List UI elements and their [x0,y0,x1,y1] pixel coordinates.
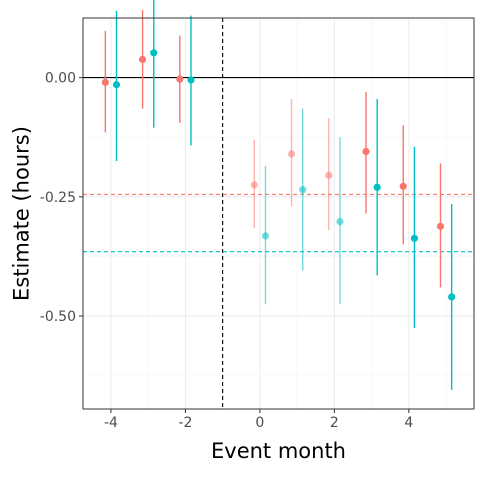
series-1-point [399,182,407,190]
series-1-point [325,171,333,179]
panel-border [82,17,475,410]
series-2-point [373,183,381,191]
series-2-point [336,218,344,226]
series-2-point [187,76,195,84]
series-1-point [250,181,258,189]
series-2-point [261,232,270,240]
series-1-point [138,55,147,64]
x-tick-label: -4 [104,415,118,431]
axes: -4 -2 0 2 4 0.00 -0.25 -0.50 [40,71,414,431]
series-2-point [410,234,419,242]
x-tick-label: -2 [178,415,192,431]
y-axis-title: Estimate (hours) [9,126,33,301]
series-2-point [112,81,121,89]
x-tick-label: 2 [330,415,339,431]
y-tick-label: -0.50 [40,309,76,325]
series-1-point [436,222,445,230]
x-tick-label: 0 [255,415,264,431]
series-1-point [362,147,370,156]
data-layer [101,0,456,390]
series-2-point [448,293,456,301]
x-tick-label: 4 [404,415,413,431]
y-tick-label: -0.25 [40,190,76,206]
series-1-point [287,150,296,158]
reference-lines [83,18,474,409]
series-2-point [150,49,158,57]
series-1-point [176,75,184,83]
series-1-point [101,78,109,86]
x-axis-title: Event month [211,439,346,463]
series-2-point [299,186,307,194]
y-tick-label: 0.00 [45,71,76,87]
